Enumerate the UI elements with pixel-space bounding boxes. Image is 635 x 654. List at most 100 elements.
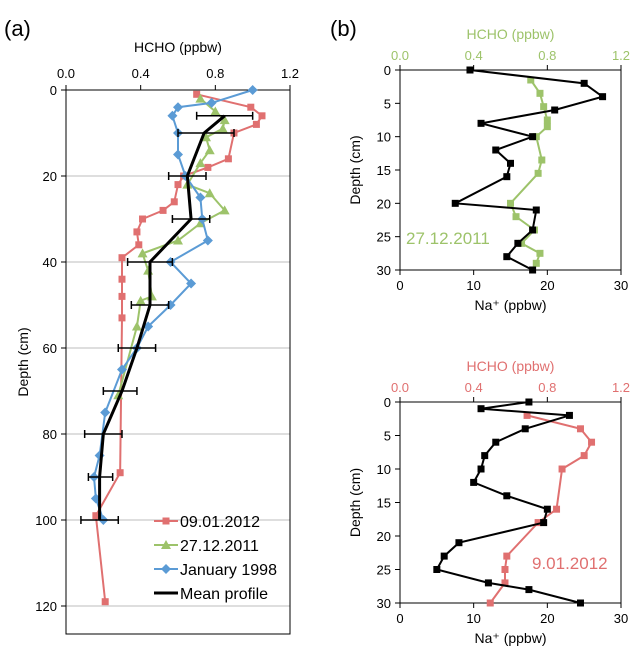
na-point <box>540 519 548 527</box>
na-point <box>492 146 500 154</box>
data-point <box>159 206 167 214</box>
top-x-tick-label: 0.4 <box>465 380 483 395</box>
legend-label: 09.01.2012 <box>180 514 260 531</box>
na-point <box>451 199 459 207</box>
hcho-point <box>580 452 588 460</box>
na-point <box>525 586 533 594</box>
data-point <box>210 106 221 116</box>
panel-a-series-2 <box>89 85 258 525</box>
data-point <box>118 275 126 283</box>
panel-a-y-axis-title: Depth (cm) <box>15 327 31 396</box>
panel-b-upper-chart: (b) HCHO (ppbw) 0.0 0.4 0.8 1.2 0 10 20 30 Na⁺ (pp… <box>330 16 630 313</box>
data-point <box>170 198 178 206</box>
data-point <box>206 97 217 108</box>
panel-a-top-axis-title: HCHO (ppbw) <box>134 39 222 55</box>
data-point <box>195 192 206 203</box>
y-tick-label: 25 <box>377 230 391 245</box>
panel-a-y-tick-label: 120 <box>35 599 57 614</box>
hcho-point <box>536 89 544 97</box>
hcho-point <box>534 519 542 527</box>
na-point <box>543 505 551 513</box>
hcho-point <box>512 213 520 221</box>
panel-a-y-tick-label: 100 <box>35 513 57 528</box>
y-tick-label: 20 <box>377 196 391 211</box>
hcho-point <box>588 438 596 446</box>
panel-a-chart: (a) HCHO (ppbw) 0.0 0.4 0.8 1.2 0 20 40 60 80 100 12… <box>4 16 299 635</box>
data-point <box>204 145 215 155</box>
panel-a-series-1 <box>113 93 230 400</box>
y-tick-label: 25 <box>377 563 391 578</box>
na-point <box>551 106 559 114</box>
date-annotation: 27.12.2011 <box>406 229 490 248</box>
bottom-x-tick-label: 0 <box>396 611 403 626</box>
top-x-tick-label: 0.8 <box>538 48 556 63</box>
y-tick-label: 20 <box>377 529 391 544</box>
bottom-x-tick-label: 20 <box>540 278 554 293</box>
hcho-series <box>486 411 596 607</box>
top-axis-title: HCHO (ppbw) <box>467 26 555 42</box>
hcho-point <box>532 259 540 267</box>
y-tick-label: 10 <box>377 130 391 145</box>
bottom-x-tick-label: 10 <box>466 611 480 626</box>
legend-label: January 1998 <box>180 562 277 579</box>
bottom-axis-title: Na⁺ (ppbw) <box>475 630 547 646</box>
hcho-point <box>553 505 561 513</box>
y-tick-label: 0 <box>384 63 391 78</box>
data-point <box>219 205 230 215</box>
hcho-point <box>576 425 584 433</box>
na-point <box>503 253 511 261</box>
panel-a-y-tick-label: 0 <box>50 83 57 98</box>
na-series <box>433 398 584 607</box>
hcho-point <box>501 566 509 573</box>
data-point <box>146 291 157 301</box>
top-x-tick-label: 0.0 <box>391 380 409 395</box>
bottom-x-tick-label: 30 <box>614 611 628 626</box>
y-tick-label: 5 <box>384 96 391 111</box>
na-point <box>470 478 478 486</box>
panel-b-lower-chart: HCHO (ppbw) 0.0 0.4 0.8 1.2 0 10 20 30 Na⁺ (ppbw)… <box>347 358 630 646</box>
top-x-tick-label: 0.4 <box>465 48 483 63</box>
hcho-point <box>540 103 548 111</box>
panel-a-series-3 <box>80 111 254 524</box>
data-point <box>135 241 143 249</box>
na-point <box>466 66 474 74</box>
bottom-axis-title: Na⁺ (ppbw) <box>475 297 547 313</box>
data-point <box>173 102 183 113</box>
data-point <box>133 228 141 236</box>
y-axis-title: Depth (cm) <box>347 468 363 537</box>
hcho-point <box>527 76 535 84</box>
na-point <box>503 492 511 500</box>
data-point <box>167 110 178 121</box>
data-point <box>118 292 126 300</box>
data-point <box>247 103 255 111</box>
data-point <box>173 149 183 160</box>
data-point <box>143 265 154 275</box>
y-tick-label: 10 <box>377 462 391 477</box>
panel-a-plot-frame <box>65 89 291 635</box>
data-point <box>247 85 258 95</box>
hcho-point <box>532 133 540 141</box>
bottom-x-tick-label: 30 <box>614 278 628 293</box>
data-point <box>135 295 146 305</box>
top-x-tick-label: 0.0 <box>391 48 409 63</box>
data-point <box>118 254 126 262</box>
data-point <box>204 188 215 198</box>
data-point <box>92 512 100 520</box>
top-x-tick-label: 1.2 <box>612 48 630 63</box>
panel-a-y-tick-label: 40 <box>43 255 57 270</box>
y-tick-label: 0 <box>384 395 391 410</box>
panel-a-y-tick-label: 20 <box>43 169 57 184</box>
legend-label: Mean profile <box>180 586 268 603</box>
panel-a-x-tick-label: 0.0 <box>57 66 75 81</box>
y-tick-label: 30 <box>377 263 391 278</box>
panel-a-x-tick-label: 1.2 <box>281 66 299 81</box>
hcho-point <box>538 156 546 164</box>
data-point <box>252 120 260 128</box>
y-tick-label: 15 <box>377 496 391 511</box>
na-point <box>433 566 441 573</box>
na-point <box>477 405 485 413</box>
data-point <box>202 235 213 246</box>
data-point <box>131 321 142 331</box>
na-point <box>477 465 485 473</box>
